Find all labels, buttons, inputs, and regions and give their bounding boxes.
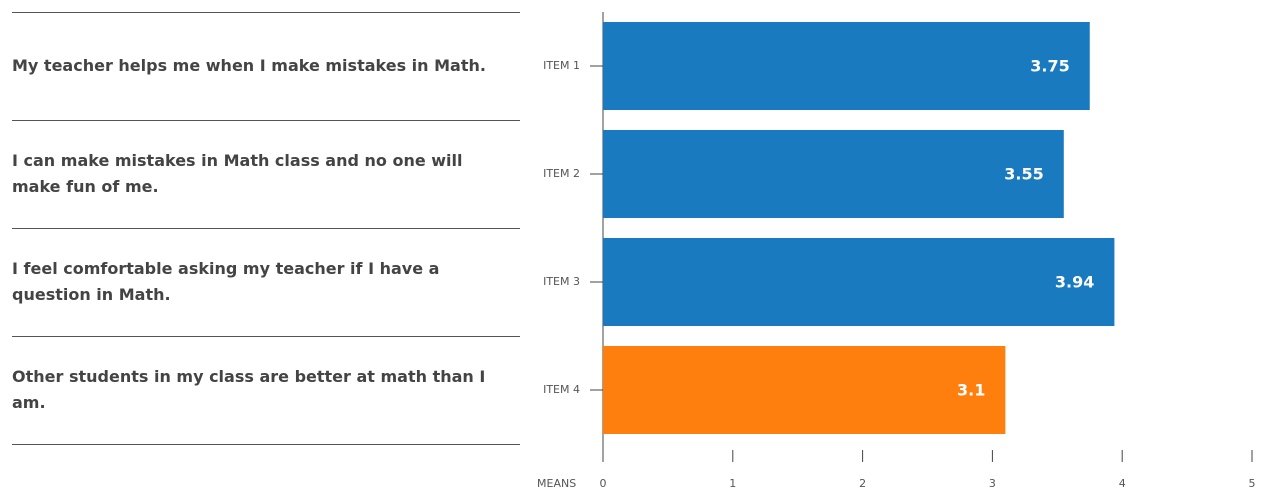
- x-tick-label: 2: [859, 477, 866, 490]
- value-label: 3.75: [1030, 57, 1069, 76]
- separator: [12, 444, 520, 445]
- separator: [12, 120, 520, 121]
- separator: [12, 12, 520, 13]
- statement: My teacher helps me when I make mistakes…: [12, 56, 486, 75]
- bar: [603, 22, 1090, 110]
- y-tick-label: ITEM 1: [543, 59, 580, 72]
- x-tick-label: 4: [1119, 477, 1126, 490]
- statement: I can make mistakes in Math class and no…: [12, 151, 463, 196]
- value-label: 3.55: [1004, 165, 1043, 184]
- x-tick-label: 3: [989, 477, 996, 490]
- separator: [12, 336, 520, 337]
- y-tick-label: ITEM 4: [543, 383, 580, 396]
- value-label: 3.1: [957, 381, 985, 400]
- x-axis-label: MEANS: [537, 477, 576, 490]
- statement: I feel comfortable asking my teacher if …: [12, 259, 440, 304]
- separator: [12, 228, 520, 229]
- x-tick-label: 0: [600, 477, 607, 490]
- x-tick-label: 1: [729, 477, 736, 490]
- x-tick-label: 5: [1249, 477, 1256, 490]
- y-tick-label: ITEM 2: [543, 167, 580, 180]
- bar: [603, 238, 1115, 326]
- bar: [603, 130, 1064, 218]
- value-label: 3.94: [1055, 273, 1094, 292]
- y-tick-label: ITEM 3: [543, 275, 580, 288]
- bar: [603, 346, 1006, 434]
- statement: Other students in my class are better at…: [12, 367, 486, 412]
